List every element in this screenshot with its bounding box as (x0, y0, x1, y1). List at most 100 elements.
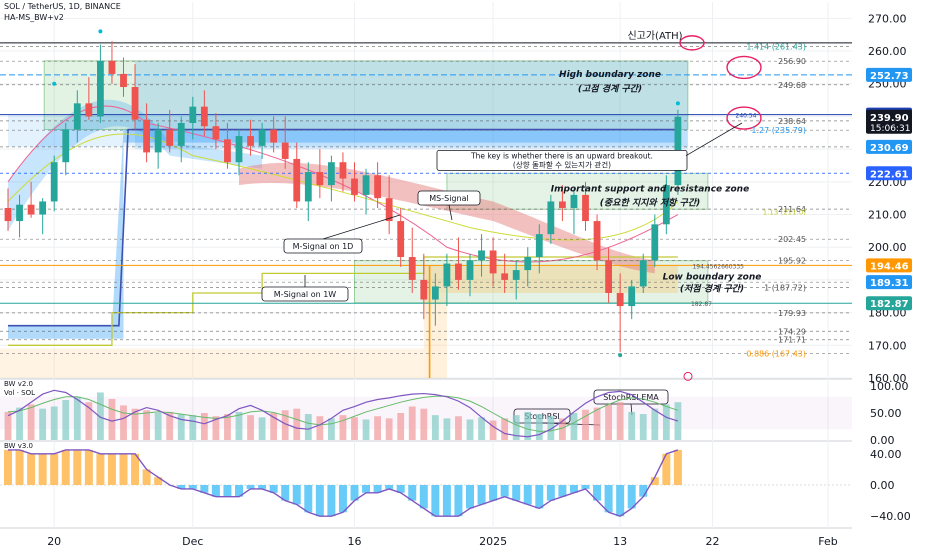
bw-bar (454, 485, 463, 517)
time-tick: Dec (182, 535, 203, 548)
candle-body (362, 175, 370, 195)
level-label: 202.45 (778, 235, 806, 244)
bw-bar (84, 449, 93, 485)
panel2-tick: 0.00 (870, 434, 895, 447)
volume-bar (408, 406, 416, 440)
volume-bar (385, 418, 393, 440)
candle-body (489, 250, 497, 274)
candle-body (570, 194, 578, 208)
bw-bar (385, 485, 394, 489)
volume-bar (316, 416, 324, 440)
price-tick: 170.00 (868, 339, 907, 352)
key-callout-pointer (685, 122, 743, 157)
price-badge-label: 182.87 (870, 299, 909, 310)
ath-annotation: 신고가(ATH) (627, 30, 682, 42)
signal-dot (98, 29, 103, 34)
bw-bar (292, 485, 301, 505)
candle-body (154, 129, 162, 153)
price-tick: 210.00 (868, 209, 907, 222)
candle-body (582, 194, 589, 222)
bw-bar (500, 485, 509, 497)
bw-bar (627, 485, 636, 509)
candle-body (443, 263, 451, 287)
volume-bar (570, 413, 578, 440)
panel3-tick: 0.00 (870, 479, 895, 492)
time-tick: 20 (47, 535, 61, 548)
bw-bar (73, 449, 82, 485)
bw-bar (408, 485, 417, 501)
candle-body (224, 139, 231, 163)
low-zone-annotation-ko: (저점 경계 구간) (680, 284, 744, 295)
countdown-label: 15:06:31 (870, 124, 910, 134)
bw-bar (131, 453, 140, 485)
level-label: 195.92 (778, 257, 806, 266)
volume-bar (62, 400, 70, 440)
candle-body (97, 60, 104, 117)
volume-bar (50, 406, 58, 440)
stochrsi-line (7, 389, 679, 438)
bw-bar (546, 485, 555, 501)
volume-bar (512, 415, 520, 440)
bw-bar (4, 449, 12, 485)
candle-body (431, 286, 439, 300)
price-badge-label: 230.69 (870, 143, 909, 154)
candle-body (270, 129, 278, 143)
candle-body (328, 162, 335, 186)
small-label: 194.4562660335 (692, 263, 744, 270)
candle-body (455, 263, 462, 280)
price-tick: 260.00 (868, 45, 907, 58)
candle-body (212, 126, 220, 140)
bw-bar (142, 469, 151, 485)
bw-bar (442, 485, 451, 517)
volume-bar (304, 414, 312, 440)
volume-bar (397, 413, 405, 440)
volume-bar (535, 414, 543, 440)
small-label: 1.13 (211.0) (763, 208, 807, 216)
price-circle (726, 106, 762, 130)
time-tick: 2025 (479, 535, 507, 548)
volume-bar (120, 405, 127, 440)
bw-bar (188, 485, 197, 489)
support-annotation-ko: (중요한 지지와 저항 구간) (600, 197, 700, 208)
volume-bar (628, 411, 636, 440)
candle-body (408, 257, 416, 280)
candle-body (559, 201, 566, 208)
price-tick: 160.00 (868, 372, 907, 385)
volume-bar (420, 408, 428, 440)
volume-bar (189, 415, 197, 440)
volume-bar (559, 418, 566, 440)
volume-bar (131, 408, 139, 440)
ms-signal-callout-pointer (448, 204, 453, 221)
bw-bar (27, 453, 36, 485)
candle-body (501, 273, 509, 280)
level-label: 1.414 (261.43) (746, 42, 806, 51)
candle-body (547, 201, 555, 235)
candle-body (651, 224, 659, 261)
candle-body (639, 260, 647, 287)
m-signal-1d-callout: M-Signal on 1D (293, 242, 354, 251)
bw-bar (673, 449, 682, 485)
pink-ma-line (7, 105, 679, 263)
indicator-name: HA-MS_BW+v2 (4, 13, 64, 22)
candle-body (605, 260, 612, 293)
bw-bar (50, 453, 59, 485)
price-badge (866, 296, 912, 311)
price-tick: 270.00 (868, 12, 907, 25)
price-badge-label: 252.73 (870, 71, 909, 82)
bw-bar (269, 485, 278, 493)
volume-bar (455, 416, 462, 440)
price-badge-label: 222.61 (870, 169, 909, 180)
volume-bar (593, 407, 601, 440)
bw-bar (327, 485, 336, 517)
candle-body (478, 250, 485, 261)
bw-bar (200, 485, 209, 493)
volume-bar (501, 418, 509, 440)
bw-bar (593, 485, 602, 501)
bw-bar (662, 453, 671, 485)
alert-circle (683, 371, 693, 381)
bw-bar (211, 485, 220, 497)
candle-body (27, 204, 35, 215)
bw-bar (569, 485, 578, 493)
